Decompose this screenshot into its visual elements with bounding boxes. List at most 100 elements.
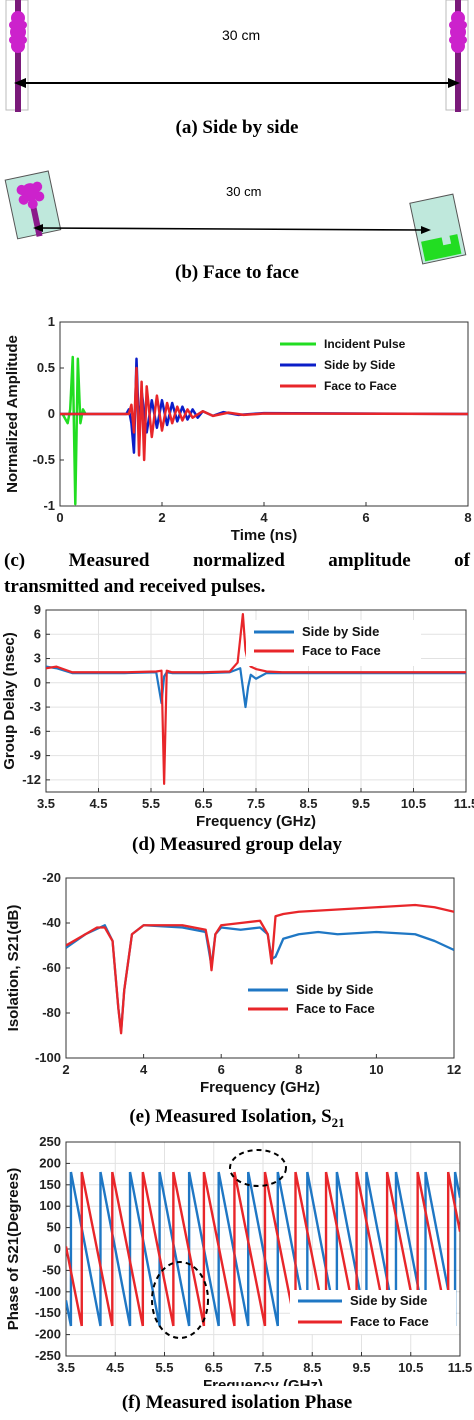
y-tick-label: -60 xyxy=(42,960,61,975)
caption-f: (f) Measured isolation Phase xyxy=(121,1392,353,1413)
legend-label: Side by Side xyxy=(350,1293,427,1308)
right-antenna-back xyxy=(409,193,467,265)
series-line xyxy=(66,1171,460,1327)
caption-a: (a) Side by side xyxy=(175,117,299,138)
caption-c-word: Measured xyxy=(68,550,150,571)
y-tick-label: -50 xyxy=(42,1262,61,1277)
y-tick-label: 6 xyxy=(34,626,41,641)
pulse-chart: 0 2 4 6 8 1 0.5 0 -0.5 -1 Time (ns) Normalized Ampl… xyxy=(4,314,472,544)
x-tick-label: 10.5 xyxy=(401,796,426,811)
y-tick-label: -9 xyxy=(29,748,41,763)
caption-e: (e) Measured Isolation, S21 xyxy=(0,1106,474,1131)
x-tick-label: 0 xyxy=(56,510,63,525)
x-tick-label: 9.5 xyxy=(352,796,370,811)
y-axis-label: Phase of S21(Degrees) xyxy=(5,1168,22,1331)
x-tick-label: 3.5 xyxy=(57,1360,75,1375)
group-delay-chart: 3.5 4.5 5.5 6.5 7.5 8.5 9.5 10.5 11.5 9 6 3 0 -3 -6 -9 -… xyxy=(1,602,474,830)
y-tick-label: -200 xyxy=(35,1327,61,1342)
y-tick-label: 150 xyxy=(39,1177,61,1192)
distance-label: 30 cm xyxy=(222,27,260,43)
series-line xyxy=(66,903,454,1035)
right-antenna xyxy=(445,0,469,112)
x-tick-label: 2 xyxy=(62,1062,69,1077)
y-tick-label: 250 xyxy=(39,1134,61,1149)
y-tick-label: 50 xyxy=(47,1220,61,1235)
y-tick-label: -20 xyxy=(42,870,61,885)
y-tick-label: 0 xyxy=(48,406,55,421)
caption-e-sub: 21 xyxy=(331,1114,345,1130)
x-tick-label: 4.5 xyxy=(106,1360,124,1375)
caption-c-word: amplitude xyxy=(328,550,411,571)
y-axis-label: Normalized Amplitude xyxy=(4,335,21,493)
legend-label: Side by Side xyxy=(302,624,379,639)
x-tick-label: 5.5 xyxy=(155,1360,173,1375)
phase-chart: 3.5 4.5 5.5 6.5 7.5 8.5 9.5 10.5 11.5 250 200 150 10… xyxy=(5,1134,472,1394)
panel-a: 30 cm (a) Side by side xyxy=(0,0,474,145)
y-tick-label: -40 xyxy=(42,915,61,930)
y-tick-label: 3 xyxy=(34,651,41,666)
caption-c-word: (c) xyxy=(4,550,26,571)
x-tick-label: 6 xyxy=(218,1062,225,1077)
y-tick-label: 200 xyxy=(39,1155,61,1170)
x-tick-label: 6.5 xyxy=(205,1360,223,1375)
isolation-chart: 2 4 6 8 10 12 -20 -40 -60 -80 -100 Frequency (GHz) I… xyxy=(5,870,461,1096)
x-axis-label: Frequency (GHz) xyxy=(200,1079,320,1096)
x-tick-label: 12 xyxy=(447,1062,461,1077)
caption-c-word: of xyxy=(454,550,470,571)
y-tick-label: 9 xyxy=(34,602,41,617)
x-tick-label: 6 xyxy=(362,510,369,525)
x-tick-label: 8 xyxy=(295,1062,302,1077)
caption-d: (d) Measured group delay xyxy=(132,834,342,855)
caption-e-main: (e) Measured Isolation, S xyxy=(129,1106,332,1127)
panel-f: 3.5 4.5 5.5 6.5 7.5 8.5 9.5 10.5 11.5 250 200 150 10… xyxy=(0,1130,474,1420)
distance-label-b: 30 cm xyxy=(226,184,261,199)
legend-label: Face to Face xyxy=(324,379,397,393)
left-antenna xyxy=(5,0,29,112)
caption-b: (b) Face to face xyxy=(175,262,299,283)
x-tick-label: 7.5 xyxy=(254,1360,272,1375)
distance-arrow-b xyxy=(33,224,431,234)
legend-box xyxy=(246,620,421,666)
y-tick-label: -3 xyxy=(29,699,41,714)
y-tick-label: -0.5 xyxy=(33,452,55,467)
legend-box xyxy=(290,1290,456,1334)
x-tick-label: 6.5 xyxy=(194,796,212,811)
y-tick-label: -1 xyxy=(43,498,55,513)
highlight-ellipse xyxy=(151,1261,209,1339)
caption-c: (c) Measured normalized amplitude of tra… xyxy=(4,548,470,600)
x-tick-label: 2 xyxy=(158,510,165,525)
x-tick-label: 9.5 xyxy=(352,1360,370,1375)
x-tick-label: 8 xyxy=(464,510,471,525)
panel-e: 2 4 6 8 10 12 -20 -40 -60 -80 -100 Frequency (GHz) I… xyxy=(0,868,474,1140)
legend-label: Side by Side xyxy=(296,982,373,997)
y-axis-label: Isolation, S21(dB) xyxy=(5,905,22,1032)
legend-box xyxy=(240,976,406,1026)
x-tick-label: 5.5 xyxy=(142,796,160,811)
x-axis-label: Frequency (GHz) xyxy=(203,1377,323,1386)
x-axis-label: Frequency (GHz) xyxy=(196,813,316,830)
y-tick-label: 100 xyxy=(39,1198,61,1213)
face-to-face-setup-figure: 30 cm xyxy=(4,170,467,265)
panel-d: 3.5 4.5 5.5 6.5 7.5 8.5 9.5 10.5 11.5 9 6 3 0 -3 -6 -9 -… xyxy=(0,600,474,865)
x-tick-label: 3.5 xyxy=(37,796,55,811)
y-tick-label: 1 xyxy=(48,314,55,329)
side-by-side-setup-figure: 30 cm xyxy=(5,0,469,112)
x-tick-label: 11.5 xyxy=(454,796,474,811)
y-tick-label: -100 xyxy=(35,1284,61,1299)
y-axis-label: Group Delay (nsec) xyxy=(1,632,18,770)
y-tick-label: -12 xyxy=(22,772,41,787)
x-tick-label: 10 xyxy=(369,1062,383,1077)
panel-c: 0 2 4 6 8 1 0.5 0 -0.5 -1 Time (ns) Normalized Ampl… xyxy=(0,308,474,608)
y-tick-label: 0.5 xyxy=(37,360,55,375)
y-tick-label: -6 xyxy=(29,723,41,738)
x-tick-label: 8.5 xyxy=(299,796,317,811)
panel-b: 30 cm (b) Face to face xyxy=(0,150,474,290)
x-tick-label: 7.5 xyxy=(247,796,265,811)
y-tick-label: -80 xyxy=(42,1005,61,1020)
y-tick-label: -250 xyxy=(35,1348,61,1363)
x-tick-label: 4 xyxy=(260,510,268,525)
legend-label: Face to Face xyxy=(350,1314,429,1329)
y-tick-label: -150 xyxy=(35,1305,61,1320)
legend-label: Face to Face xyxy=(296,1001,375,1016)
y-tick-label: 0 xyxy=(54,1241,61,1256)
